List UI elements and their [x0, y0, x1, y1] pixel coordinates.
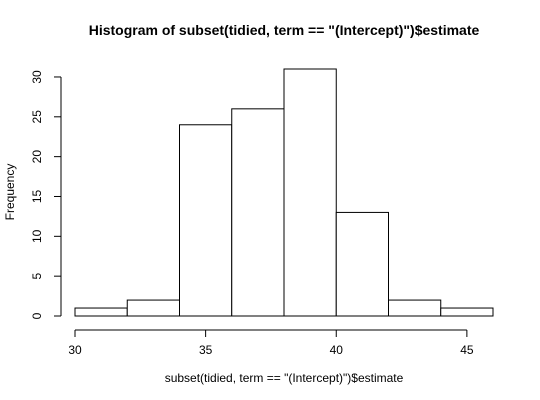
histogram-bar-7 [440, 307, 494, 317]
x-axis: 30 35 40 45 [68, 329, 474, 357]
y-axis: 0 5 10 15 20 25 30 [30, 70, 62, 319]
y-axis-label: Frequency [3, 164, 17, 221]
y-tick-label-6: 30 [30, 70, 44, 84]
y-tick-label-0: 0 [30, 312, 44, 319]
histogram-bar-2 [179, 124, 233, 317]
histogram-bar-6 [388, 299, 442, 317]
x-tick-label-0: 30 [68, 343, 82, 357]
histogram-bar-4 [283, 68, 337, 317]
y-tick-label-2: 10 [30, 229, 44, 243]
x-tick-label-3: 45 [460, 343, 474, 357]
histogram-bar-1 [126, 299, 180, 317]
y-tick-label-1: 5 [30, 273, 44, 280]
histogram-bar-5 [335, 211, 389, 317]
x-tick-label-2: 40 [330, 343, 344, 357]
x-axis-label: subset(tidied, term == "(Intercept)")$es… [165, 371, 404, 385]
histogram-bar-0 [74, 307, 128, 317]
x-tick-label-1: 35 [199, 343, 213, 357]
y-tick-label-5: 25 [30, 110, 44, 124]
chart-title: Histogram of subset(tidied, term == "(In… [89, 22, 480, 38]
y-tick-label-4: 20 [30, 150, 44, 164]
y-tick-label-3: 15 [30, 189, 44, 203]
histogram-bars [74, 68, 494, 317]
histogram-bar-3 [231, 108, 285, 317]
